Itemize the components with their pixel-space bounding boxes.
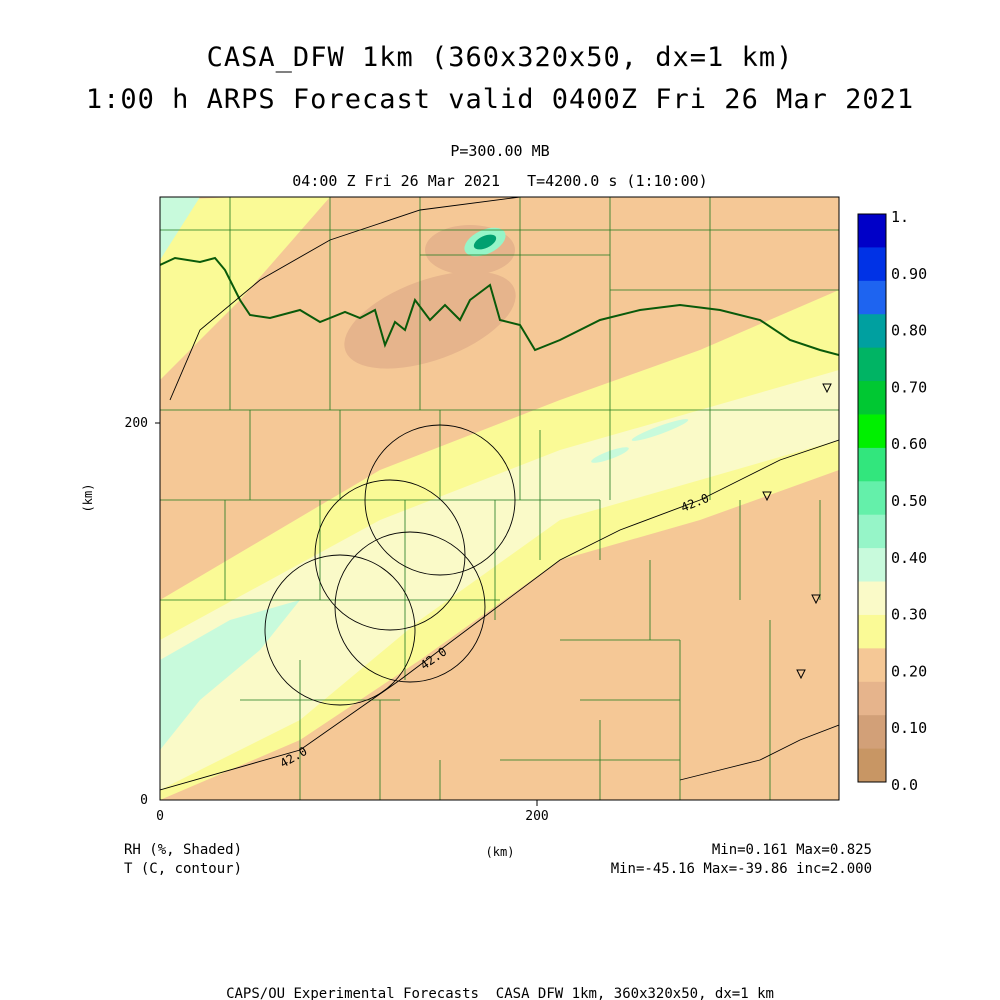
colorbar-swatch: [858, 414, 886, 449]
colorbar-swatch: [858, 481, 886, 516]
colorbar-label: 0.70: [891, 378, 927, 396]
state-boundary: [160, 256, 839, 356]
colorbar-swatch: [858, 280, 886, 315]
y-axis-label: (km): [81, 484, 95, 513]
colorbar-swatch: [858, 648, 886, 683]
colorbar-swatch: [858, 681, 886, 716]
colorbar-swatch: [858, 548, 886, 583]
colorbar-swatch: [858, 715, 886, 750]
y-tick-0: 0: [140, 793, 148, 808]
rh-min-max: Min=0.161 Max=0.825: [711, 842, 872, 858]
title-line-2: 1:00 h ARPS Forecast valid 0400Z Fri 26 …: [85, 84, 915, 115]
x-axis-label: (km): [486, 845, 515, 859]
temperature-min-max: Min=-45.16 Max=-39.86 inc=2.000: [610, 861, 872, 877]
colorbar-label: 0.50: [891, 492, 927, 510]
colorbar-swatch: [858, 247, 886, 282]
colorbar: 1. 0.90 0.80 0.70 0.60 0.50 0.40 0.30 0.20 0.10 0.…: [857, 208, 927, 794]
x-tick-0: 0: [156, 809, 164, 824]
temperature-contours: [160, 197, 839, 791]
rh-field-label: RH (%, Shaded): [124, 842, 243, 858]
colorbar-label: 0.40: [891, 549, 927, 567]
plot-frame: [159, 196, 840, 801]
colorbar-swatch: [858, 514, 886, 549]
colorbar-label: 0.80: [891, 322, 927, 340]
colorbar-label: 0.20: [891, 662, 927, 680]
y-tick-200: 200: [125, 416, 148, 431]
colorbar-swatch: [858, 314, 886, 349]
temperature-field-label: T (C, contour): [124, 861, 243, 877]
colorbar-swatch: [858, 748, 886, 783]
colorbar-swatch: [858, 381, 886, 415]
colorbar-label: 0.30: [891, 606, 927, 624]
colorbar-label: 0.0: [891, 776, 918, 794]
colorbar-swatch: [858, 447, 886, 482]
colorbar-frame: [857, 213, 887, 783]
radar-site-markers: [762, 383, 832, 680]
rh-shading: [160, 197, 839, 800]
valid-time-line: 04:00 Z Fri 26 Mar 2021 T=4200.0 s (1:10…: [292, 172, 708, 190]
pressure-level: P=300.00 MB: [450, 142, 550, 160]
colorbar-swatch: [858, 214, 886, 248]
colorbar-label: 1.: [891, 208, 909, 226]
colorbar-label: 0.10: [891, 719, 927, 737]
colorbar-swatch: [858, 614, 886, 649]
colorbar-label: 0.90: [891, 265, 927, 283]
colorbar-label: 0.60: [891, 435, 927, 453]
colorbar-swatch: [858, 581, 886, 616]
credit-line: CAPS/OU Experimental Forecasts CASA DFW …: [226, 986, 774, 1000]
x-tick-200: 200: [525, 809, 548, 824]
title-line-1: CASA_DFW 1km (360x320x50, dx=1 km): [206, 42, 794, 73]
colorbar-swatch: [858, 347, 886, 382]
